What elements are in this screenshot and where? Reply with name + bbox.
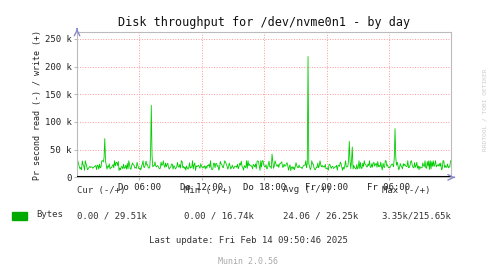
Text: RRDTOOL / TOBI OETIKER: RRDTOOL / TOBI OETIKER: [482, 69, 487, 151]
Text: Bytes: Bytes: [36, 210, 63, 219]
Text: Cur (-/+): Cur (-/+): [77, 186, 125, 194]
Text: Min (-/+): Min (-/+): [184, 186, 232, 194]
Text: 24.06 / 26.25k: 24.06 / 26.25k: [283, 212, 358, 221]
Y-axis label: Pr second read (-) / write (+): Pr second read (-) / write (+): [33, 29, 42, 180]
Text: 3.35k/215.65k: 3.35k/215.65k: [382, 212, 452, 221]
Text: Munin 2.0.56: Munin 2.0.56: [219, 257, 278, 266]
Text: 0.00 / 29.51k: 0.00 / 29.51k: [77, 212, 147, 221]
Title: Disk throughput for /dev/nvme0n1 - by day: Disk throughput for /dev/nvme0n1 - by da…: [118, 16, 410, 29]
Text: Avg (-/+): Avg (-/+): [283, 186, 331, 194]
Text: Last update: Fri Feb 14 09:50:46 2025: Last update: Fri Feb 14 09:50:46 2025: [149, 236, 348, 245]
Text: Max (-/+): Max (-/+): [382, 186, 430, 194]
Text: 0.00 / 16.74k: 0.00 / 16.74k: [184, 212, 254, 221]
